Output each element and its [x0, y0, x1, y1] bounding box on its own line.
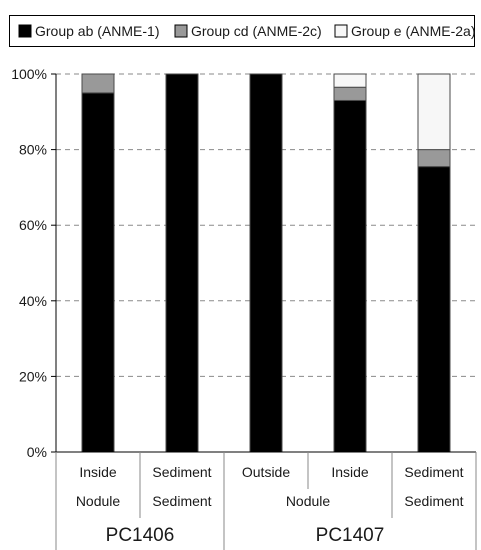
bar-segment-2 — [333, 86, 367, 101]
y-tick-label: 80% — [19, 142, 47, 158]
bars — [81, 73, 451, 453]
sample-label: PC1407 — [316, 525, 385, 546]
y-tick-label: 60% — [19, 217, 47, 233]
bar-segment-1 — [81, 92, 115, 453]
y-tick-label: 0% — [27, 444, 47, 460]
group-label: Nodule — [286, 493, 331, 509]
legend-swatch-2 — [174, 24, 188, 38]
y-tick-label: 100% — [11, 66, 47, 82]
legend-label-2: Group cd (ANME-2c) — [191, 23, 322, 39]
bar-segment-1 — [333, 99, 367, 453]
category-label: Inside — [331, 464, 369, 480]
x-axis: Inside Sediment Outside Inside Sediment Nodul… — [55, 451, 477, 550]
group-label: Nodule — [76, 493, 121, 509]
bar-segment-2 — [81, 73, 115, 94]
category-label: Outside — [242, 464, 290, 480]
legend-swatch-3 — [334, 24, 348, 38]
group-label: Sediment — [152, 493, 211, 509]
y-tick-label: 20% — [19, 368, 47, 384]
bar-segment-3 — [417, 73, 451, 151]
legend-swatch-1 — [18, 24, 32, 38]
category-label: Sediment — [152, 464, 211, 480]
group-label: Sediment — [404, 493, 463, 509]
category-label: Inside — [79, 464, 117, 480]
legend-label-1: Group ab (ANME-1) — [35, 23, 159, 39]
category-label: Sediment — [404, 464, 463, 480]
legend-label-3: Group e (ANME-2a) — [351, 23, 475, 39]
bar-segment-1 — [165, 73, 199, 453]
y-axis: 0% 20% 40% 60% 80% 100% — [11, 66, 57, 460]
legend: Group ab (ANME-1) Group cd (ANME-2c) Group… — [9, 15, 475, 47]
y-tick-label: 40% — [19, 293, 47, 309]
bar-segment-1 — [249, 73, 283, 453]
sample-label: PC1406 — [106, 525, 175, 546]
bar-segment-3 — [333, 73, 367, 88]
bar-segment-1 — [417, 166, 451, 453]
legend-box — [9, 15, 475, 47]
bar-segment-2 — [417, 149, 451, 168]
